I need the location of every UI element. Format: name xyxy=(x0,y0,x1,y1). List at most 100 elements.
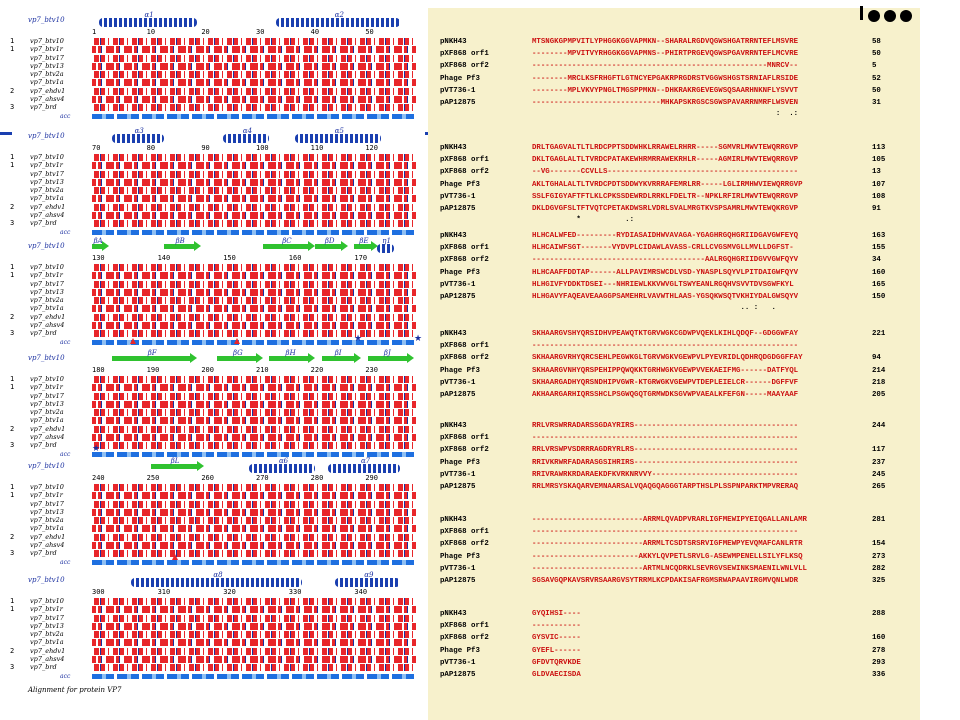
sequence-residues xyxy=(92,96,416,104)
ss-element-label: η1 xyxy=(382,237,391,245)
aligned-sequence: ----------------------------------------… xyxy=(532,528,799,537)
sequence-row: vp7_ahsv4 xyxy=(0,541,428,550)
secondary-structure-track: βL α6 α7 xyxy=(92,457,420,473)
sequence-name: pNKH43 xyxy=(440,610,467,618)
sequence-row: vp7_ahsv4 xyxy=(0,95,428,104)
sequence-row: vp7_btv13 xyxy=(0,62,428,70)
sequence-residues xyxy=(92,330,416,338)
alignment-block: pNKH43 HLHCALWFED---------RYDIASAIDHWVAVA… xyxy=(440,230,912,312)
red-triangle-icon xyxy=(234,338,240,344)
sequence-row: vp7_btv13 xyxy=(0,178,428,186)
sequence-residues xyxy=(92,614,416,622)
alignment-row: pNKH43 HLHCALWFED---------RYDIASAIDHWVAVA… xyxy=(440,230,912,242)
group-number: 1 xyxy=(10,605,15,614)
sequence-residues xyxy=(92,162,416,170)
sequence-row: vp7_btv17 xyxy=(0,54,428,62)
sequence-residues xyxy=(92,647,416,655)
residue-number-ruler: 130 140 150 160 170 xyxy=(92,254,420,262)
sequence-name: vp7_btv2a xyxy=(30,408,64,417)
ss-element-label: βB xyxy=(175,237,185,245)
sequence-residues xyxy=(92,639,416,647)
reference-label: vp7_btv10 xyxy=(28,462,65,470)
alignment-row: Phage Pf3 HLHCAAFFDDTAP------ALLPAVIMRSWC… xyxy=(440,267,912,279)
sequence-row: vp7_ahsv4 xyxy=(0,321,428,330)
conservation-line: : .: xyxy=(532,110,799,119)
residue-count: 154 xyxy=(872,540,886,549)
residue-count: 293 xyxy=(872,658,886,667)
sequence-residues xyxy=(92,54,416,62)
aligned-sequence: GFDVTQRVKDE xyxy=(532,658,581,667)
aligned-sequence: ------------------------AKKYLQVPETLSRVLG… xyxy=(532,552,803,561)
strand-arrow-icon xyxy=(262,241,316,251)
helix-icon xyxy=(377,244,394,253)
sequence-name: vp7_btv1a xyxy=(30,416,64,425)
sequence-name: vp7_btv10 xyxy=(30,153,64,161)
red-triangle-icon xyxy=(130,338,136,344)
residue-count: 58 xyxy=(872,38,881,46)
residue-number: 250 xyxy=(146,474,160,482)
sequence-name: pXF868 orf1 xyxy=(440,50,489,59)
sequence-residues xyxy=(92,79,416,87)
sequence-name: pNKH43 xyxy=(440,422,467,430)
sequence-row: 1 vp7_btv10 xyxy=(0,263,428,271)
group-number: 1 xyxy=(10,271,15,280)
sequence-name: pAP12875 xyxy=(440,204,476,213)
sequence-residues xyxy=(92,533,416,541)
sequence-row: 1 vp7_btv1r xyxy=(0,383,428,392)
sequence-residues xyxy=(92,220,416,228)
sequence-name: pAP12875 xyxy=(440,292,476,301)
sequence-row: vp7_btv1a xyxy=(0,78,428,87)
alignment-row: pAP12875 RRLMRSYSKAQARVEMNAARSALVQAQGQAGG… xyxy=(440,481,912,493)
ss-element-label: α9 xyxy=(364,571,374,579)
sequence-residues xyxy=(92,62,416,70)
aligned-sequence: SKHAARGADHYQRSNDHIPVGWR-KTGRWGKVGEWPVTDE… xyxy=(532,378,799,387)
residue-count: 13 xyxy=(872,168,881,177)
sequence-name: pXF868 orf2 xyxy=(440,354,489,363)
sequence-name: pNKH43 xyxy=(440,144,467,152)
accessibility-label: acc xyxy=(60,228,71,236)
sequence-row: vp7_btv17 xyxy=(0,170,428,178)
alignment-row: pVT736-1 RRIVRAWRKRDARAEKDFKVRKNRVVY-----… xyxy=(440,469,912,481)
alignment-row: pVT736-1 -------------------------ARTMLNC… xyxy=(440,563,912,575)
alignment-row: pXF868 orf2 SKHAARGVRHYQRCSEHLPEGWKGLTGRV… xyxy=(440,352,912,364)
residue-number: 20 xyxy=(201,28,210,36)
residue-number: 230 xyxy=(365,366,378,374)
sequence-row: 1 vp7_btv1r xyxy=(0,161,428,170)
alignment-row: pXF868 orf2 GYSVIC----- 160 xyxy=(440,632,912,644)
sequence-name: vp7_btv17 xyxy=(30,53,64,62)
sequence-residues xyxy=(92,392,416,400)
logo-bar xyxy=(860,6,863,20)
helix-icon xyxy=(295,134,381,143)
strand-arrow-icon xyxy=(269,353,316,363)
residue-count: 325 xyxy=(872,576,886,585)
sequence-residues xyxy=(92,297,416,305)
sequence-residues xyxy=(92,409,416,417)
sequence-name: vp7_btv13 xyxy=(30,177,64,186)
group-number: 1 xyxy=(10,597,15,605)
ss-element-label: βA xyxy=(93,237,103,245)
sequence-name: vp7_brd xyxy=(30,549,57,558)
accessibility-label: acc xyxy=(60,672,71,680)
residue-number: 120 xyxy=(365,144,378,152)
residue-number: 330 xyxy=(288,588,302,596)
sequence-name: pXF868 orf1 xyxy=(440,342,489,351)
alignment-block: pNKH43 DRLTGAGVALTLTLRDCPPTSDDWHKLRRAWELR… xyxy=(440,142,912,224)
sequence-row: 2 vp7_ehdv1 xyxy=(0,203,428,211)
sequence-name: vp7_brd xyxy=(30,219,57,228)
ss-element-label: βH xyxy=(285,349,296,357)
aligned-sequence: RRLVRSWPVSDRRRAGDRYRLRS-----------------… xyxy=(532,446,799,455)
alignment-block: pNKH43 -------------------------ARRMLQVAD… xyxy=(440,514,912,587)
residue-count: 150 xyxy=(872,292,886,301)
sequence-name: Phage Pf3 xyxy=(440,646,480,655)
sequence-residues xyxy=(92,264,416,271)
ss-element-label: α3 xyxy=(134,127,144,135)
sequence-name: pAP12875 xyxy=(440,576,476,585)
group-number: 1 xyxy=(10,375,15,383)
sequence-row: 1 vp7_btv10 xyxy=(0,37,428,45)
sequence-row: 2 vp7_ehdv1 xyxy=(0,533,428,541)
secondary-structure-track: βF βG βH βI βJ xyxy=(92,349,420,364)
residue-number: 90 xyxy=(201,144,210,152)
residue-count: 281 xyxy=(872,516,886,524)
logo-dot xyxy=(884,10,896,22)
sequence-residues xyxy=(92,376,416,383)
